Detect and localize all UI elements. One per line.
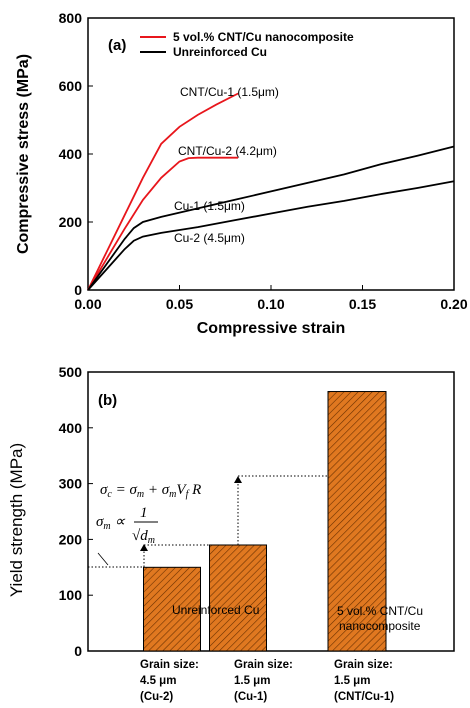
y-tick-label-a: 200 xyxy=(59,214,83,230)
equation-hall-petch: σm ∝ 1 √dm xyxy=(96,505,158,546)
y-tick-label-b: 300 xyxy=(59,476,83,492)
series-line-0 xyxy=(87,92,239,291)
x-tick-label-a: 0.20 xyxy=(440,296,467,312)
svg-text:1: 1 xyxy=(140,505,148,521)
bar-annotation-cnt-line1: 5 vol.% CNT/Cu xyxy=(337,604,423,618)
bar-2 xyxy=(327,391,387,652)
category-label-cnt-line1: Grain size: xyxy=(334,659,393,671)
y-tick-label-a: 400 xyxy=(59,146,83,162)
y-tick-label-b: 500 xyxy=(59,364,83,380)
bar-annotation-cnt-line2: nanocomposite xyxy=(339,619,421,633)
y-tick-label-a: 600 xyxy=(59,78,83,94)
curve-label-cnt-cu-2: CNT/Cu-2 (4.2μm) xyxy=(178,144,277,158)
category-label-cu2-line1: Grain size: xyxy=(140,659,199,671)
curve-label-cu-2: Cu-2 (4.5μm) xyxy=(174,231,245,245)
panel-label-b: (b) xyxy=(98,392,117,409)
y-tick-label-b: 0 xyxy=(74,643,82,659)
panel-label-a: (a) xyxy=(108,37,126,54)
svg-text:√dm: √dm xyxy=(132,528,155,546)
chart-a: 0.00 0.05 0.10 0.15 0.20 0 200 400 600 800 (a) 5 … xyxy=(15,10,468,337)
y-axis-label-b: Yield strength (MPa) xyxy=(7,443,26,597)
x-axis-label-a: Compressive strain xyxy=(197,320,346,337)
y-tick-label-b: 400 xyxy=(59,420,83,436)
category-label-cnt-line3: (CNT/Cu-1) xyxy=(334,691,394,703)
category-label-cu1-line3: (Cu-1) xyxy=(234,691,267,703)
y-axis-label-a: Compressive stress (MPa) xyxy=(15,54,32,254)
category-label-cu2-line3: (Cu-2) xyxy=(140,691,173,703)
category-label-cu1-line1: Grain size: xyxy=(234,659,293,671)
plot-frame-b xyxy=(87,371,455,652)
chart-b: 0 100 200 300 400 500 (b) σc = σm + σmVf R σm… xyxy=(7,364,455,703)
x-tick-label-a: 0.10 xyxy=(257,296,284,312)
series-line-2 xyxy=(87,145,455,291)
bar-0 xyxy=(143,566,201,652)
y-tick-label-b: 200 xyxy=(59,531,83,547)
series-line-3 xyxy=(87,180,455,291)
y-tick-label-b: 100 xyxy=(59,587,83,603)
svg-text:σm ∝: σm ∝ xyxy=(96,514,125,532)
legend-label-cnt: 5 vol.% CNT/Cu nanocomposite xyxy=(173,30,354,44)
category-label-cnt-line2: 1.5 μm xyxy=(334,675,370,687)
curve-label-cnt-cu-1: CNT/Cu-1 (1.5μm) xyxy=(180,85,279,99)
equation-composite: σc = σm + σmVf R xyxy=(100,482,201,500)
category-label-cu1-line2: 1.5 μm xyxy=(234,675,270,687)
arrow-head-cnt xyxy=(234,476,242,483)
x-tick-label-a: 0.00 xyxy=(74,296,101,312)
curve-label-cu-1: Cu-1 (1.5μm) xyxy=(174,199,245,213)
y-tick-label-a: 0 xyxy=(74,282,82,298)
legend-label-cu: Unreinforced Cu xyxy=(173,45,267,59)
series-line-1 xyxy=(87,156,239,291)
bar-1 xyxy=(209,544,267,652)
arrow-head-cu xyxy=(140,544,148,551)
x-tick-label-a: 0.15 xyxy=(349,296,376,312)
bar-annotation-unreinforced: Unreinforced Cu xyxy=(172,603,259,617)
category-label-cu2-line2: 4.5 μm xyxy=(140,675,176,687)
y-tick-label-a: 800 xyxy=(59,10,83,26)
x-tick-label-a: 0.05 xyxy=(166,296,193,312)
leader-line-eq xyxy=(97,552,109,566)
